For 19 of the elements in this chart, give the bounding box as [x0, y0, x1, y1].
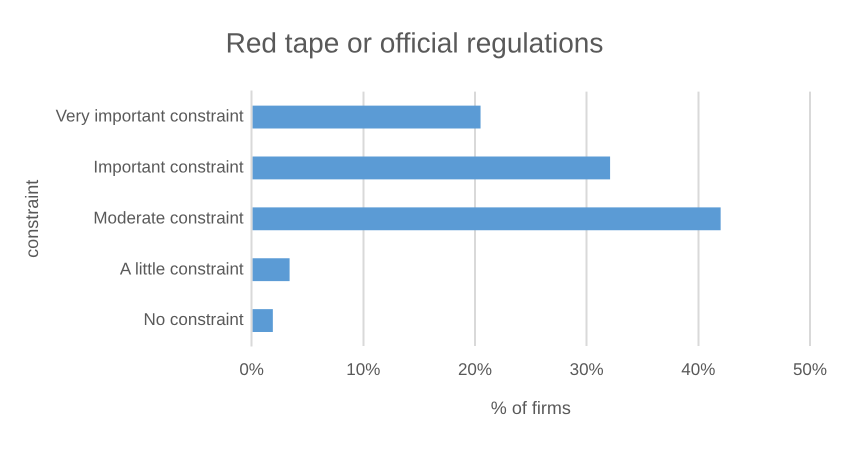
x-tick-label: 50%: [792, 360, 828, 379]
y-tick-label: A little constraint: [120, 259, 244, 278]
x-tick-label: 40%: [681, 360, 716, 379]
x-tick-label: 0%: [239, 360, 264, 379]
x-tick-label: 10%: [346, 360, 380, 379]
x-tick-label: 20%: [458, 360, 492, 379]
y-tick-label: Very important constraint: [56, 106, 244, 126]
y-tick-label: No constraint: [143, 310, 244, 330]
y-tick-label: Moderate constraint: [93, 208, 244, 228]
bar: [252, 258, 290, 282]
bar: [252, 309, 273, 332]
bar: [252, 156, 610, 180]
chart-title: Red tape or official regulations: [226, 28, 604, 59]
x-tick-label: 30%: [570, 360, 604, 379]
x-axis-title: % of firms: [490, 398, 571, 418]
bar: [252, 207, 721, 230]
y-axis-title: constraint: [22, 180, 42, 258]
y-tick-label: Important constraint: [93, 158, 244, 177]
bar: [252, 106, 481, 128]
